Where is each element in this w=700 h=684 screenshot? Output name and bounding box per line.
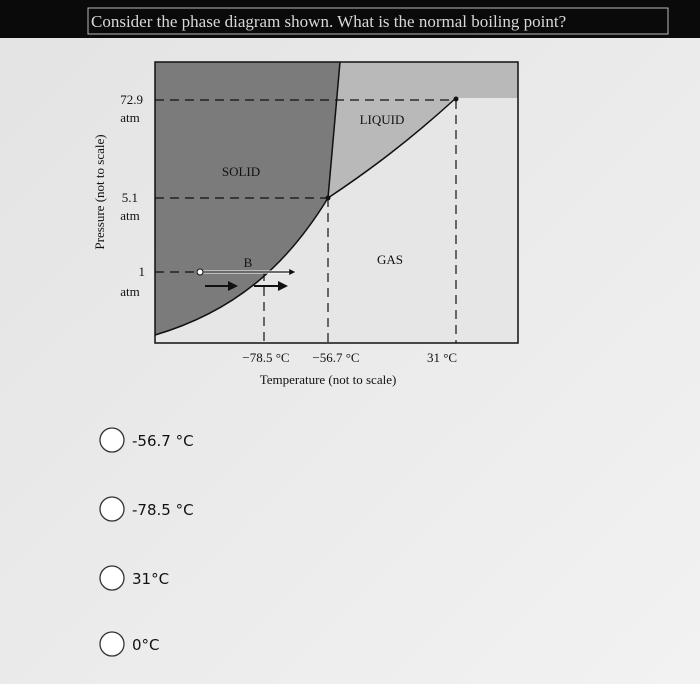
pressure-value: 5.1 xyxy=(122,190,138,205)
options: -56.7 °C -78.5 °C 31°C 0°C xyxy=(99,427,194,657)
vaporization-curve xyxy=(327,97,457,199)
option-label[interactable]: -78.5 °C xyxy=(132,501,194,519)
critical-point xyxy=(453,96,459,102)
radio-button[interactable] xyxy=(99,496,125,522)
header-box xyxy=(87,7,669,35)
radio-button[interactable] xyxy=(99,631,125,657)
option[interactable]: -78.5 °C xyxy=(99,496,194,522)
pressure-unit: atm xyxy=(120,110,140,125)
phase-diagram: B SOLID LIQUID GAS 72.9 atm 5.1 atm 1 at… xyxy=(92,61,519,387)
temperature-label: −56.7 °C xyxy=(312,350,359,365)
point-label: B xyxy=(244,255,253,270)
x-axis-label: Temperature (not to scale) xyxy=(260,372,397,387)
question: Consider the phase diagram shown. What i… xyxy=(91,12,566,31)
radio-button[interactable] xyxy=(99,427,125,453)
option[interactable]: -56.7 °C xyxy=(99,427,194,453)
header-bar xyxy=(0,0,700,38)
point xyxy=(196,268,204,276)
y-axis-label: Pressure (not to scale) xyxy=(92,134,107,249)
melting-curve xyxy=(327,61,341,199)
frame xyxy=(154,61,519,344)
temperature-label: −78.5 °C xyxy=(242,350,289,365)
option[interactable]: 0°C xyxy=(99,631,160,657)
option-label[interactable]: 31°C xyxy=(132,570,169,588)
radio-button[interactable] xyxy=(99,565,125,591)
region-label: LIQUID xyxy=(360,112,405,127)
option-label[interactable]: -56.7 °C xyxy=(132,432,194,450)
pressure-value: 72.9 xyxy=(120,92,143,107)
triple-point xyxy=(325,195,331,201)
pressure-unit: atm xyxy=(120,208,140,223)
region-label: GAS xyxy=(377,252,403,267)
option[interactable]: 31°C xyxy=(99,565,169,591)
region-label: SOLID xyxy=(222,164,260,179)
pressure-unit: atm xyxy=(120,284,140,299)
pressure-value: 1 xyxy=(139,264,146,279)
option-label[interactable]: 0°C xyxy=(132,636,160,654)
temperature-label: 31 °C xyxy=(427,350,457,365)
sublimation-curve xyxy=(154,197,329,336)
